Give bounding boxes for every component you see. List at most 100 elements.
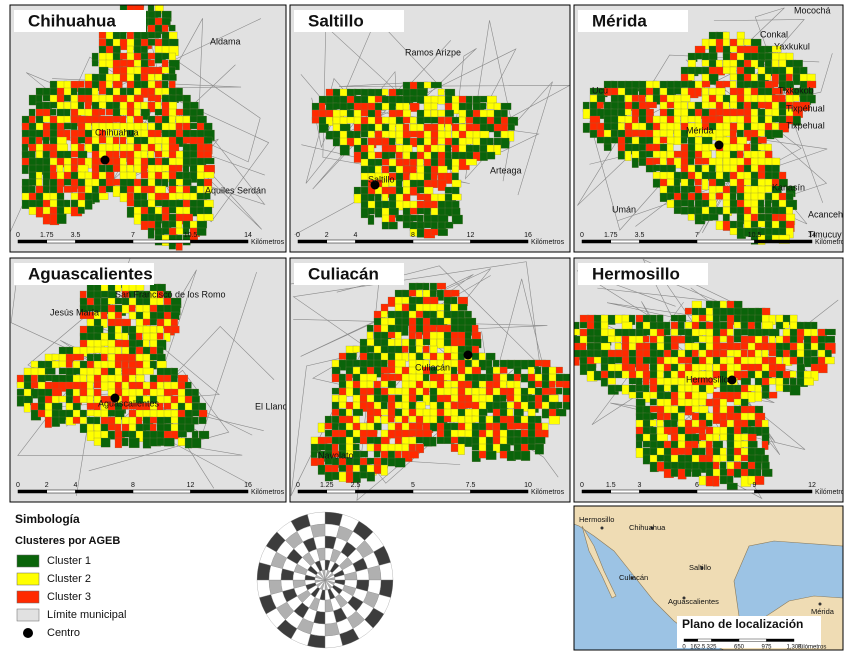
ageb-block	[586, 363, 597, 372]
ageb-block	[500, 137, 510, 149]
scale-bar-segment	[470, 239, 529, 244]
ageb-block	[513, 443, 523, 452]
ageb-block	[430, 116, 439, 124]
ageb-block	[142, 360, 151, 369]
ageb-block	[35, 206, 44, 218]
ageb-block	[673, 108, 682, 118]
map-panel: Aldama Chihuahua Aquiles Serdán Chihuahua 0 1…	[9, 4, 287, 253]
ageb-block	[499, 394, 507, 402]
place-label: Ramos Arizpe	[405, 47, 461, 57]
title-box	[14, 263, 154, 285]
ageb-block	[810, 370, 819, 381]
ageb-block	[394, 401, 403, 409]
ageb-block	[485, 450, 497, 460]
place-label: Tixpéhual	[786, 103, 825, 113]
ageb-block	[478, 443, 487, 452]
ageb-block	[673, 199, 682, 208]
ageb-block	[105, 115, 114, 124]
ageb-block	[331, 471, 341, 480]
ageb-block	[168, 52, 176, 61]
ageb-block	[493, 102, 501, 112]
ageb-block	[687, 213, 695, 221]
ageb-block	[154, 101, 162, 110]
ageb-block	[98, 136, 108, 144]
ageb-block	[196, 220, 208, 229]
ageb-block	[701, 136, 713, 146]
scale-label: 6	[695, 482, 699, 489]
ageb-block	[63, 150, 72, 159]
ageb-block	[135, 325, 145, 334]
ageb-block	[331, 394, 339, 403]
ageb-block	[778, 178, 788, 188]
ageb-block	[170, 395, 179, 404]
ageb-block	[607, 314, 616, 325]
ageb-block	[810, 342, 819, 351]
ageb-block	[311, 116, 321, 124]
ageb-block	[128, 290, 136, 298]
ageb-block	[691, 468, 702, 477]
scale-label: 10	[524, 482, 532, 489]
ageb-block	[593, 335, 603, 344]
ageb-block	[628, 328, 636, 337]
ageb-block	[177, 381, 186, 390]
ageb-block	[140, 59, 149, 68]
ageb-block	[771, 45, 782, 53]
inset-scale-unit: Kilómetros	[798, 645, 826, 651]
ageb-block	[712, 412, 722, 424]
ageb-block	[184, 423, 195, 433]
ageb-block	[513, 422, 522, 430]
ageb-block	[610, 108, 619, 117]
scale-bar-segment	[75, 239, 134, 244]
ageb-block	[457, 380, 466, 390]
ageb-block	[359, 422, 368, 432]
ageb-block	[687, 80, 696, 89]
ageb-block	[479, 151, 488, 161]
ageb-block	[429, 436, 437, 447]
ageb-block	[56, 143, 69, 152]
ageb-block	[409, 158, 417, 167]
ageb-block	[374, 158, 383, 166]
ageb-block	[596, 101, 604, 109]
ageb-block	[726, 447, 736, 456]
ageb-block	[691, 440, 699, 449]
ageb-block	[705, 468, 715, 477]
ageb-block	[666, 101, 675, 109]
ageb-block	[70, 94, 78, 103]
inset-city-dot	[682, 596, 686, 600]
ageb-block	[757, 192, 765, 200]
scale-label: 0	[16, 232, 20, 239]
scale-bar-segment	[412, 489, 471, 494]
ageb-block	[729, 66, 737, 75]
ageb-block	[778, 199, 788, 208]
scale-unit: Kilómetros	[251, 489, 285, 496]
ageb-block	[548, 415, 560, 425]
scale-label: 1.75	[604, 232, 618, 239]
panel-content: Ramos Arizpe Saltillo Arteaga Saltillo 0 2 4 8 1…	[290, 5, 570, 252]
ageb-block	[600, 342, 611, 351]
ageb-block	[719, 412, 727, 421]
ageb-block	[789, 384, 801, 396]
place-label: El Llano	[255, 401, 288, 411]
ageb-block	[182, 227, 190, 235]
ageb-block	[582, 122, 590, 133]
ageb-block	[607, 377, 616, 385]
ageb-block	[366, 373, 377, 382]
ageb-block	[49, 150, 58, 158]
ageb-block	[747, 342, 756, 352]
scale-unit: Kilómetros	[531, 239, 565, 246]
ageb-block	[367, 214, 375, 225]
ageb-block	[133, 108, 141, 117]
ageb-block	[555, 408, 567, 417]
ageb-block	[757, 59, 765, 68]
ageb-block	[114, 437, 122, 449]
ageb-block	[352, 359, 361, 367]
ageb-block	[729, 206, 738, 214]
ageb-block	[747, 440, 758, 448]
ageb-block	[465, 137, 473, 145]
ageb-block	[107, 409, 116, 417]
ageb-block	[100, 311, 108, 320]
ageb-block	[93, 381, 103, 389]
ageb-block	[170, 325, 180, 334]
ageb-block	[142, 318, 152, 326]
ageb-block	[182, 199, 191, 208]
